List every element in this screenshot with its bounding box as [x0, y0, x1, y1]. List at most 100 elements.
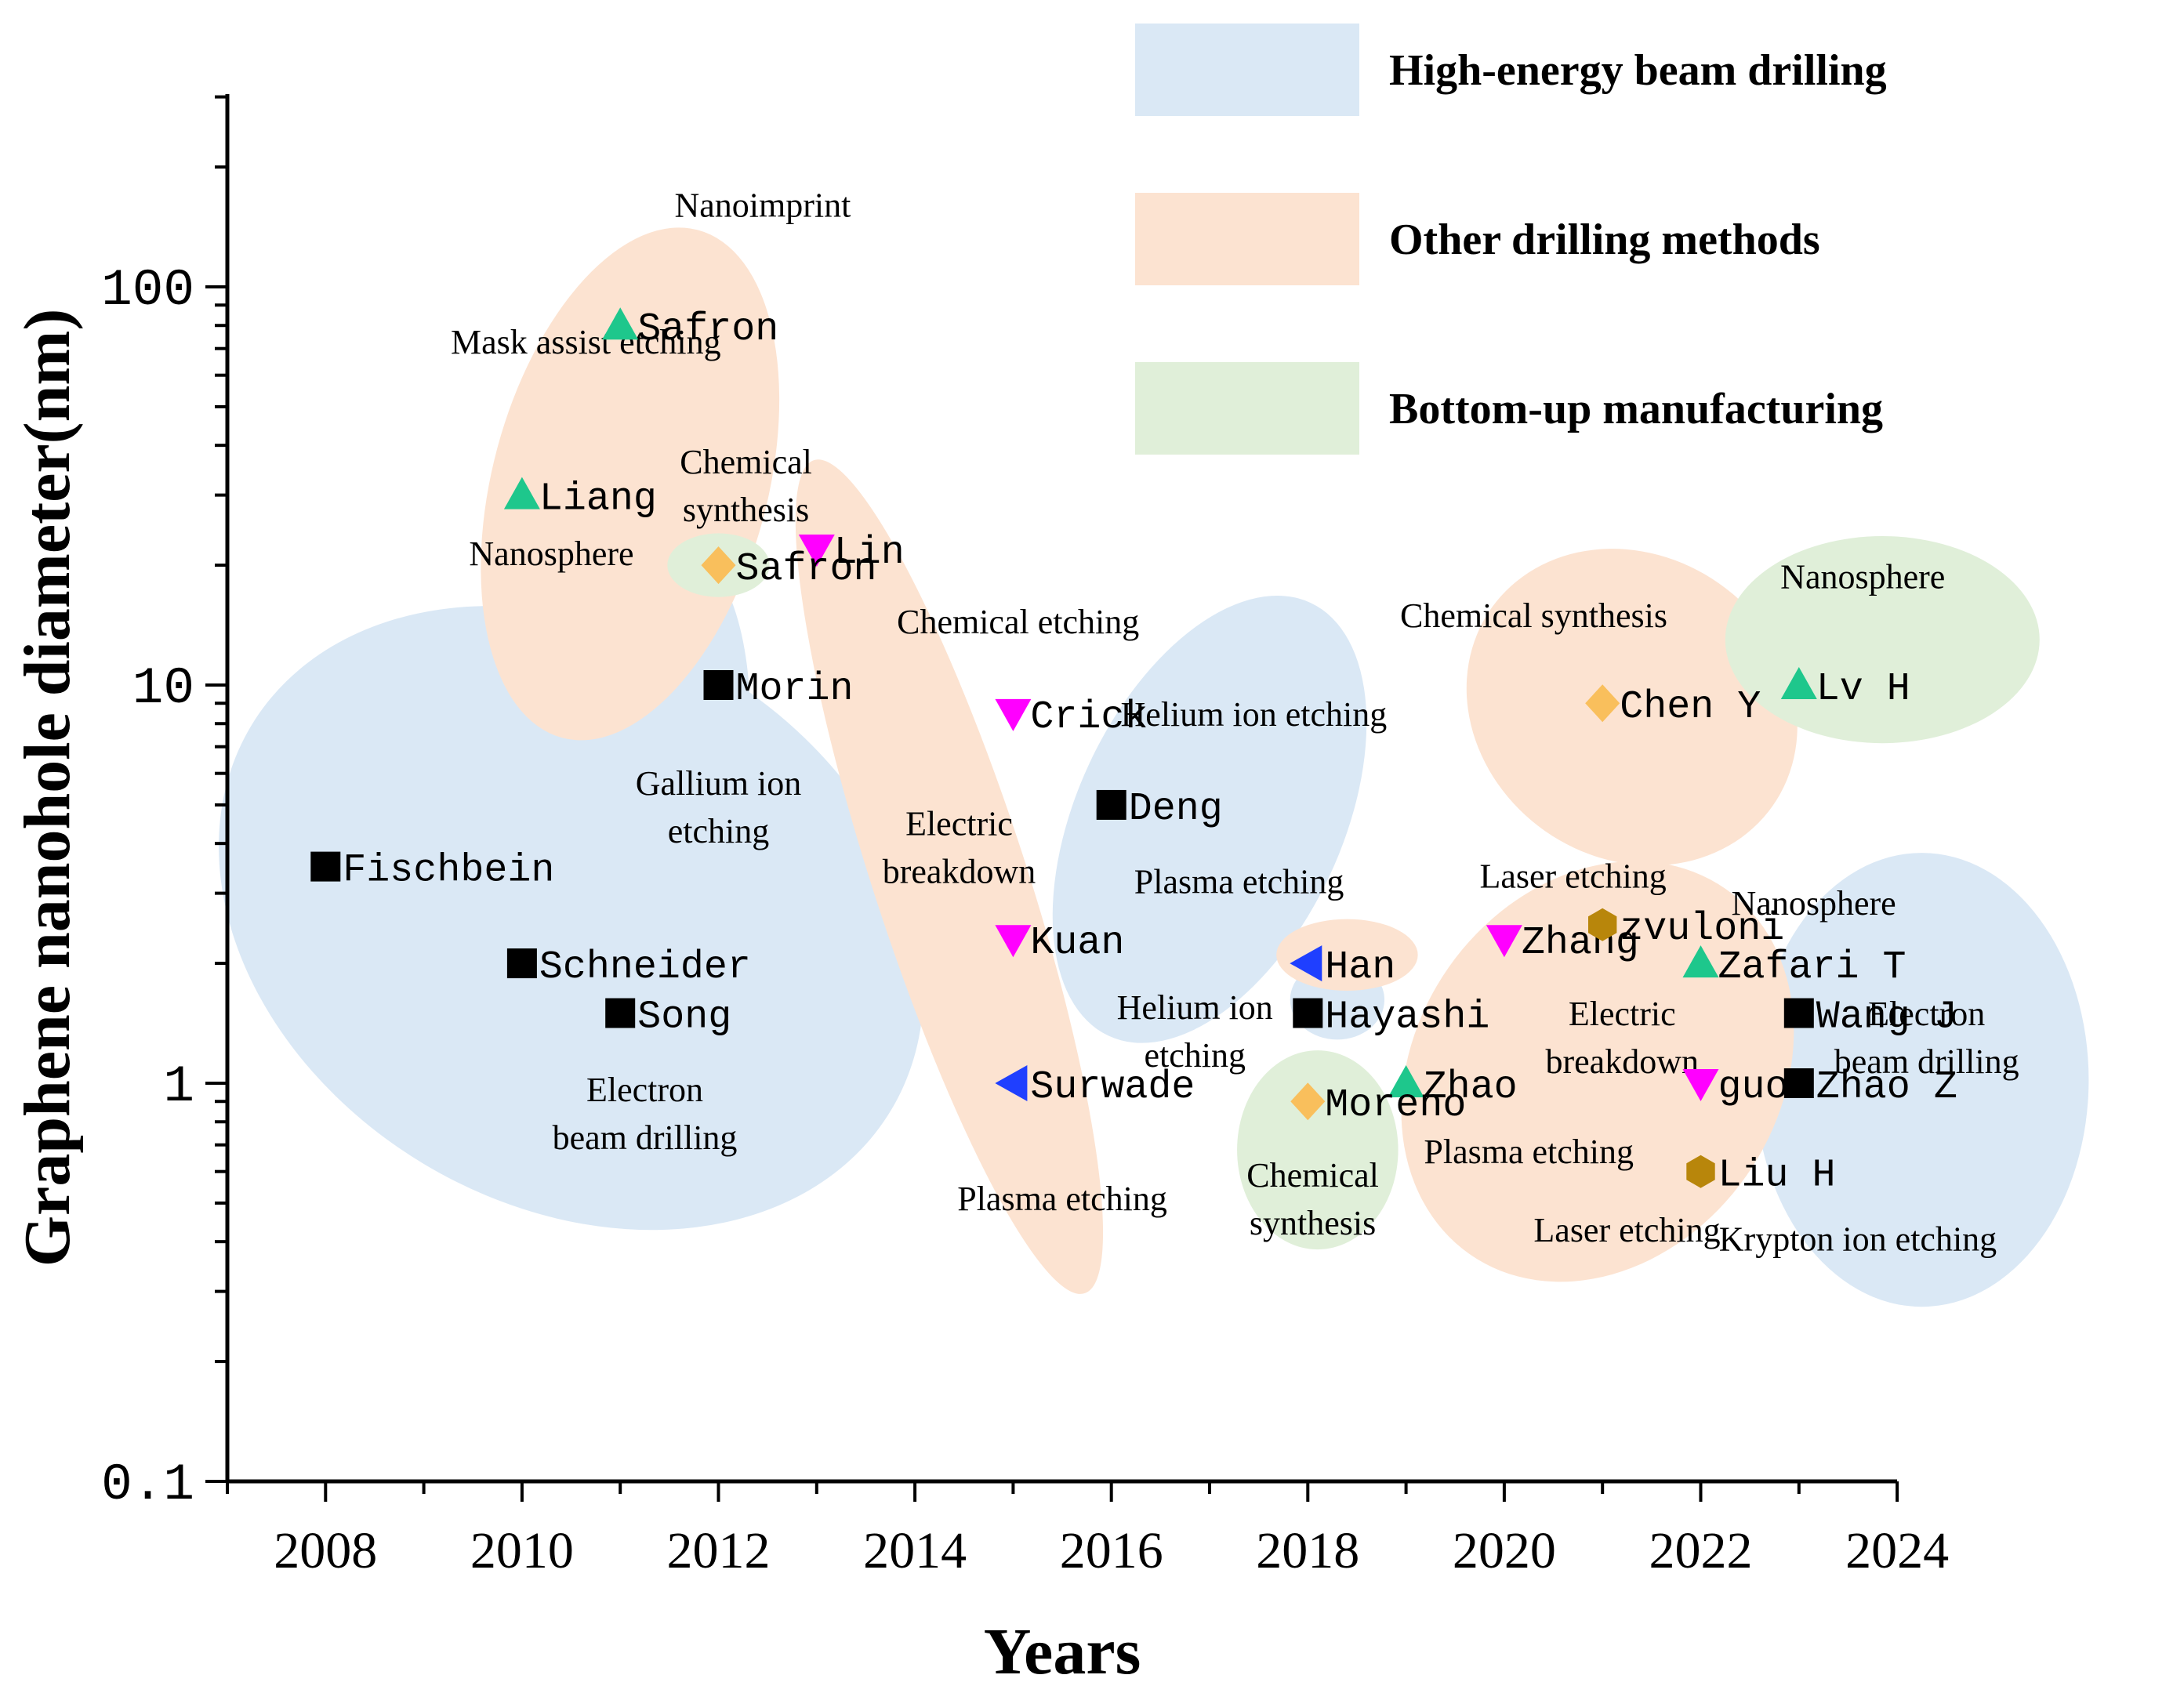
square-marker: [506, 948, 537, 979]
legend-label: Other drilling methods: [1389, 216, 1820, 264]
annotation-line: breakdown: [1546, 1042, 1700, 1081]
annotation-line: Chemical synthesis: [1400, 596, 1667, 635]
annotation-line: Chemical: [1246, 1156, 1379, 1195]
point-label: Safron: [637, 307, 778, 352]
annotation-line: Helium ion: [1117, 988, 1273, 1027]
diamond-marker: [1585, 684, 1620, 723]
triangle-left-marker: [1290, 945, 1322, 982]
legend: High-energy beam drilling Other drilling …: [1135, 24, 1887, 455]
method-annotation: Laser etching: [1533, 1211, 1720, 1249]
annotations: Nanoimprint Mask assist etching Chemical sy…: [451, 187, 2019, 1259]
point-label: Chen Y: [1620, 685, 1761, 730]
annotation-line: Krypton ion etching: [1719, 1220, 1997, 1258]
point-label: Morin: [736, 667, 854, 712]
legend-swatch: [1135, 362, 1359, 455]
region-ellipse: [1754, 853, 2089, 1307]
square-marker: [1096, 789, 1126, 820]
diamond-marker: [701, 546, 736, 585]
point-label: Zafari T: [1718, 945, 1906, 990]
method-annotation: Nanosphere: [469, 535, 633, 573]
x-axis-title: Years: [984, 1615, 1141, 1688]
triangle-down-marker: [995, 925, 1032, 958]
point-label: Hayashi: [1325, 995, 1489, 1040]
triangle-down-marker: [798, 535, 835, 567]
annotation-line: Plasma etching: [957, 1180, 1167, 1218]
point-label: Deng: [1129, 787, 1223, 832]
annotation-line: Electric: [1569, 995, 1676, 1033]
x-tick-label: 2022: [1649, 1522, 1753, 1579]
hexagon-marker: [1686, 1155, 1715, 1188]
point-label: zvuloni: [1620, 907, 1784, 952]
y-tick-label: 0.1: [101, 1456, 194, 1514]
y-axis-title: Graphene nanohole diameter(nm): [11, 309, 84, 1267]
triangle-up-marker: [1780, 667, 1817, 699]
method-annotation: Plasma etching: [957, 1180, 1167, 1218]
method-annotation: Electric breakdown: [1546, 995, 1700, 1081]
method-annotation: Nanosphere: [1780, 558, 1945, 596]
square-marker: [703, 670, 734, 700]
x-tick-label: 2014: [863, 1522, 967, 1579]
annotation-line: Gallium ion: [636, 764, 801, 803]
point-label: Moreno: [1325, 1083, 1466, 1128]
point-label: Schneider: [539, 945, 751, 990]
square-marker: [1783, 998, 1814, 1028]
point-label: Surwade: [1030, 1065, 1195, 1110]
annotation-line: Mask assist etching: [451, 323, 721, 361]
legend-swatch: [1135, 193, 1359, 285]
annotation-line: synthesis: [1250, 1204, 1376, 1242]
x-tick-label: 2024: [1845, 1522, 1949, 1579]
annotation-line: Electron: [1868, 995, 1985, 1033]
legend-label: Bottom-up manufacturing: [1389, 385, 1883, 433]
triangle-down-marker: [1486, 925, 1522, 958]
point-label: Lin: [834, 531, 905, 575]
method-annotation: Plasma etching: [1424, 1133, 1634, 1171]
annotation-line: synthesis: [683, 491, 809, 529]
x-tick-label: 2018: [1256, 1522, 1359, 1579]
x-tick-label: 2020: [1453, 1522, 1556, 1579]
method-annotation: Helium ion etching: [1121, 695, 1388, 734]
triangle-down-marker: [995, 698, 1032, 731]
triangle-up-marker: [503, 477, 540, 509]
annotation-line: Nanosphere: [1732, 884, 1896, 923]
annotation-line: beam drilling: [553, 1118, 738, 1157]
annotation-line: Electric: [905, 804, 1013, 843]
x-tick-label: 2010: [470, 1522, 574, 1579]
method-annotation: Chemical synthesis: [1400, 596, 1667, 635]
method-annotation: Gallium ion etching: [636, 764, 801, 850]
method-annotation: Laser etching: [1480, 857, 1667, 895]
triangle-up-marker: [602, 307, 639, 340]
annotation-line: etching: [668, 812, 770, 850]
point-label: Han: [1325, 945, 1395, 990]
annotation-line: Nanoimprint: [674, 187, 851, 225]
annotation-line: Nanosphere: [1780, 558, 1945, 596]
point-label: Fischbein: [343, 849, 554, 894]
region-ellipse: [1466, 549, 1798, 866]
point-label: Lv H: [1816, 667, 1910, 712]
method-annotation: Chemical synthesis: [680, 443, 812, 529]
annotation-line: Plasma etching: [1134, 863, 1344, 901]
point-label: Liang: [539, 477, 657, 522]
point-label: Liu H: [1718, 1154, 1836, 1198]
square-marker: [1293, 998, 1323, 1028]
y-tick-label: 1: [163, 1057, 194, 1116]
point-label: Safron: [736, 547, 877, 592]
point-label: Song: [637, 995, 731, 1040]
point-label: Zhang: [1522, 921, 1639, 966]
method-annotation: Mask assist etching: [451, 323, 721, 361]
point-label: Zhao Z: [1816, 1065, 1957, 1110]
annotation-line: beam drilling: [1834, 1042, 2019, 1081]
square-marker: [310, 851, 341, 882]
x-tick-label: 2016: [1060, 1522, 1163, 1579]
ticks: 2008 2010 2012 2014 2016 2018 2020 2022 2024 0.1 1…: [101, 95, 1949, 1579]
method-annotation: Plasma etching: [1134, 863, 1344, 901]
annotation-line: etching: [1144, 1036, 1246, 1075]
annotation-line: Chemical: [680, 443, 812, 481]
y-tick-label: 10: [132, 659, 194, 718]
point-label: guo: [1718, 1065, 1789, 1110]
method-annotation: Electron beam drilling: [1834, 995, 2019, 1081]
x-tick-label: 2008: [274, 1522, 377, 1579]
triangle-left-marker: [995, 1065, 1028, 1101]
method-annotation: Nanosphere: [1732, 884, 1896, 923]
region-ellipse: [481, 227, 780, 741]
method-annotation: Electron beam drilling: [553, 1071, 738, 1157]
